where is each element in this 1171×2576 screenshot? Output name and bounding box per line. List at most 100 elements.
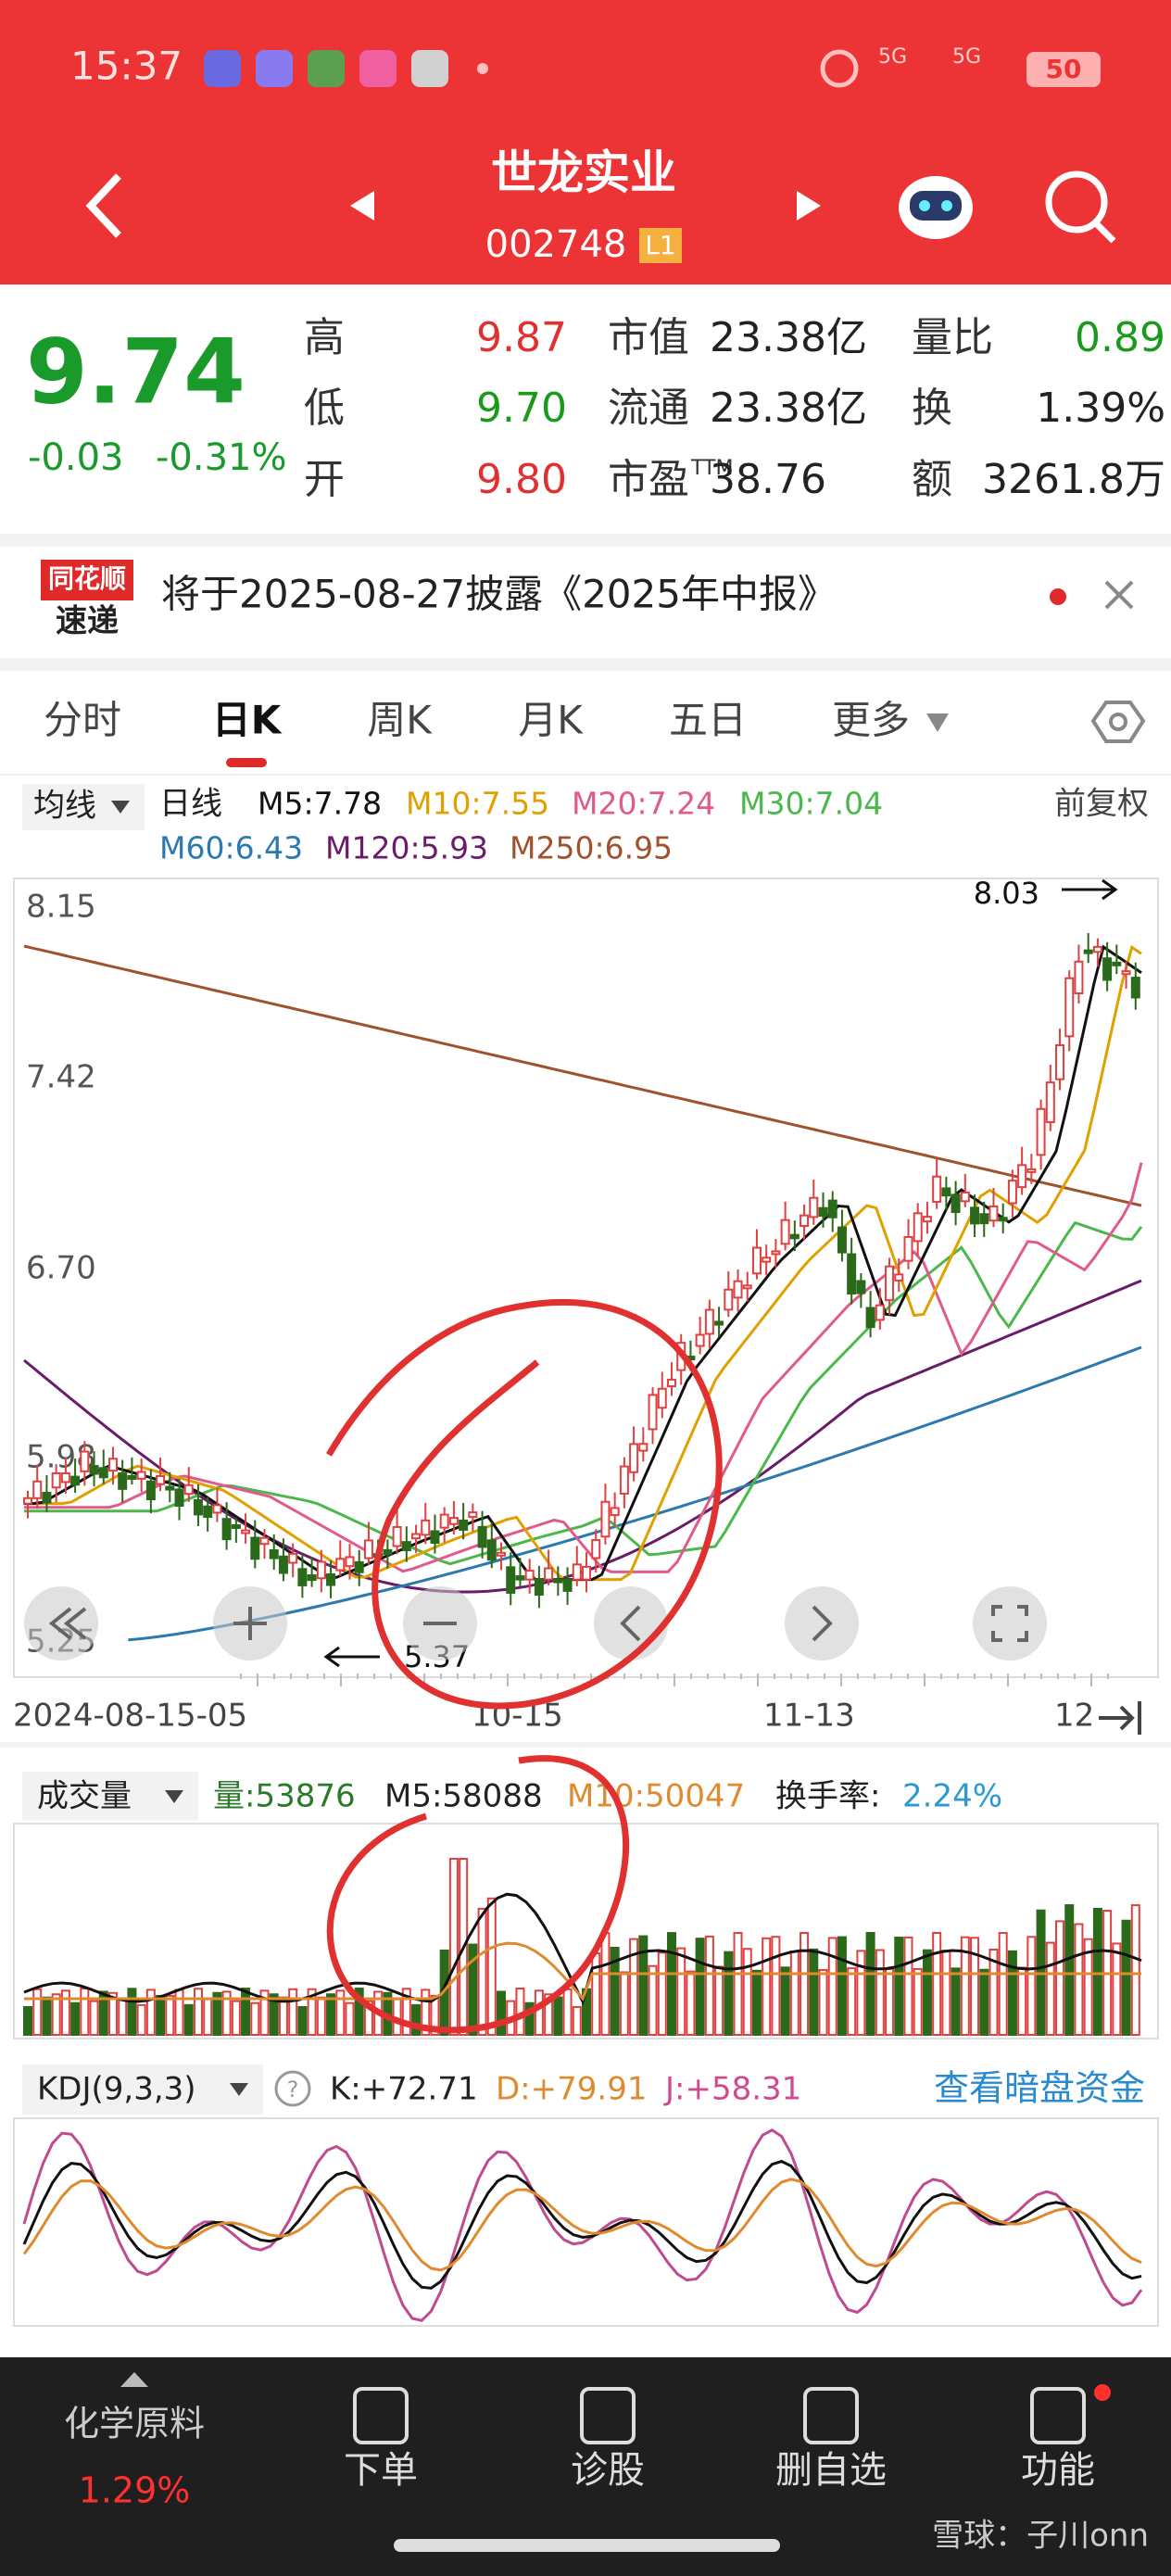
volume-bar: [932, 1932, 942, 2037]
volume-selector[interactable]: 成交量: [37, 1778, 132, 1815]
volume-bar: [1083, 1938, 1093, 2037]
volume-bar: [316, 1996, 326, 2036]
candle: [780, 1219, 790, 1245]
field-value: 1.39%: [1036, 385, 1165, 432]
status-icons: [204, 49, 859, 88]
change: -0.03: [28, 436, 124, 479]
nav-item[interactable]: 功能: [1021, 2449, 1095, 2492]
field-value: 9.70: [476, 385, 567, 432]
volume-bar: [174, 1989, 184, 2036]
dark-pool-link[interactable]: 查看暗盘资金: [934, 2068, 1145, 2109]
candle: [1121, 970, 1131, 976]
candle: [762, 1256, 772, 1263]
next-stock[interactable]: [797, 191, 821, 221]
sector-name[interactable]: 化学原料: [64, 2404, 205, 2444]
chart-control[interactable]: [785, 1586, 859, 1661]
candle: [354, 1560, 364, 1573]
ma-value: M30:7.04: [739, 786, 883, 822]
volume-bar: [941, 1950, 951, 2037]
ma-selector[interactable]: 均线: [33, 788, 96, 825]
candle: [60, 1471, 70, 1484]
volume-bar: [875, 1949, 885, 2037]
candle: [183, 1484, 194, 1496]
notice-text[interactable]: 将于2025-08-27披露《2025年中报》: [161, 572, 837, 617]
volume-bar: [51, 1993, 61, 2036]
volume-bar: [107, 1991, 118, 2036]
field-label: 市盈: [608, 456, 689, 503]
selector-box[interactable]: [22, 2065, 263, 2115]
candle: [506, 1566, 516, 1594]
sector-change: 1.29%: [79, 2470, 191, 2511]
volume-bar: [411, 2003, 422, 2036]
volume-bar: [212, 1991, 222, 2036]
candle: [1130, 977, 1140, 999]
tab[interactable]: 日K: [212, 698, 283, 743]
volume-m5: M5:58088: [384, 1778, 543, 1815]
chart-control[interactable]: [973, 1586, 1047, 1661]
stock-code: 002748: [485, 223, 627, 266]
settings-icon[interactable]: [1090, 701, 1146, 743]
tab[interactable]: 五日: [669, 698, 747, 743]
chart-control[interactable]: [24, 1586, 98, 1661]
candle: [600, 1500, 611, 1538]
candle: [1102, 957, 1113, 981]
candle: [875, 1304, 885, 1321]
volume-bar: [193, 1988, 203, 2037]
tab[interactable]: 更多: [832, 698, 910, 743]
close-button[interactable]: [1104, 580, 1134, 610]
candle: [98, 1467, 108, 1479]
volume-bar: [288, 1988, 298, 2037]
volume-bar: [1055, 1920, 1065, 2037]
volume-bar: [629, 1938, 639, 2036]
nav-item[interactable]: 下单: [344, 2449, 418, 2492]
nav-item[interactable]: 诊股: [571, 2449, 645, 2492]
tab[interactable]: 月K: [518, 698, 584, 743]
kline-kind: 日线: [159, 786, 222, 823]
network: 5G: [878, 45, 907, 69]
robot-icon[interactable]: [899, 176, 973, 239]
tab[interactable]: 分时: [44, 698, 121, 743]
ma60: [128, 1345, 1142, 1642]
ma-legend: M5:7.78 M10:7.55 M20:7.24 M30:7.04 M60:6.43 M…: [159, 786, 883, 866]
candle: [865, 1307, 875, 1329]
adjust-mode[interactable]: 前复权: [1054, 786, 1149, 823]
field-value: 23.38亿: [710, 385, 867, 432]
volume-bar: [837, 1936, 847, 2037]
search-icon[interactable]: [1045, 170, 1116, 244]
nav-item[interactable]: 删自选: [775, 2449, 887, 2492]
candle: [704, 1308, 714, 1335]
kchart-frame: [13, 878, 1159, 1678]
candle: [1083, 949, 1093, 954]
home-indicator: [394, 2539, 780, 2552]
chart-control[interactable]: [594, 1586, 668, 1661]
candle: [1036, 1107, 1046, 1156]
field-sup: TTM: [690, 457, 733, 480]
candle: [448, 1517, 459, 1525]
ma-value: M20:7.24: [572, 786, 715, 822]
kdj-selector[interactable]: KDJ(9,3,3): [37, 2071, 196, 2108]
candle: [51, 1471, 61, 1489]
jump-latest[interactable]: [1099, 1701, 1141, 1735]
ma-value: M60:6.43: [159, 830, 303, 866]
field-label: 市值: [608, 314, 689, 361]
volume-bar: [818, 1968, 828, 2036]
candle: [221, 1518, 232, 1541]
candle: [553, 1578, 563, 1584]
volume-bar: [572, 2005, 582, 2036]
volume-bar: [203, 1998, 213, 2037]
candle: [856, 1280, 866, 1294]
tab[interactable]: 周K: [367, 698, 433, 743]
volume-bar: [619, 1971, 629, 2036]
unread-dot: [1050, 588, 1066, 605]
candle: [733, 1280, 743, 1299]
candle: [156, 1474, 166, 1485]
candle: [809, 1196, 819, 1219]
prev-stock[interactable]: [350, 191, 374, 221]
candle: [203, 1505, 213, 1519]
candle: [695, 1333, 705, 1347]
volume-bar: [70, 2001, 81, 2036]
volume-m5: [23, 1892, 1142, 2006]
help-icon[interactable]: [274, 2070, 311, 2107]
back-button[interactable]: [85, 173, 121, 238]
field-label: 高: [304, 314, 345, 361]
